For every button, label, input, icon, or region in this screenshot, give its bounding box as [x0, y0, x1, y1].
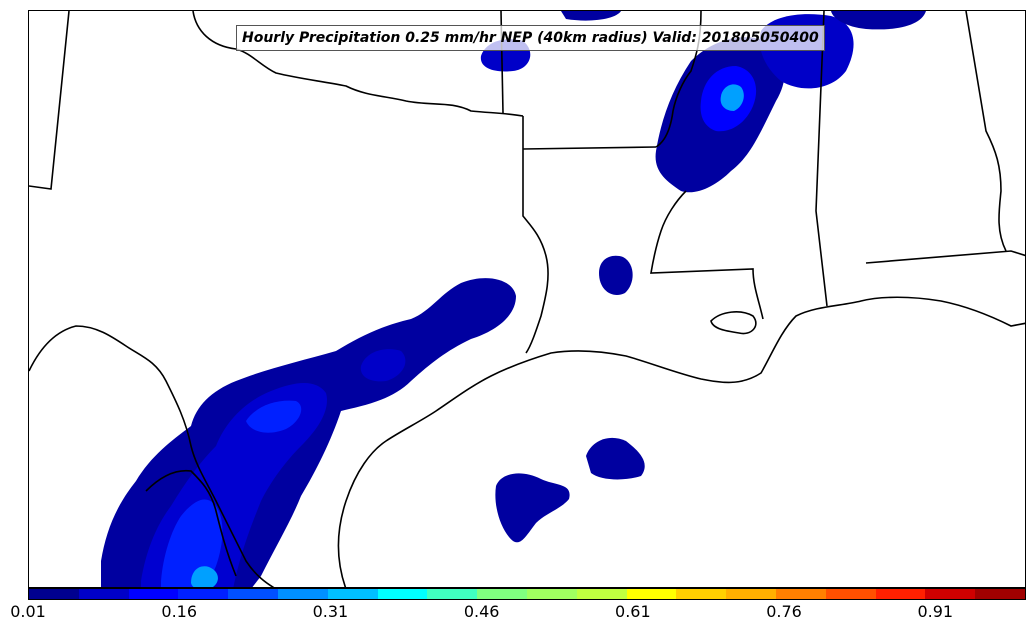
colorbar-swatch — [626, 589, 677, 599]
state-boundary-louisiana-mississippi — [650, 190, 764, 320]
colorbar-swatch — [78, 589, 129, 599]
colorbar-tick-labels: 0.01 0.16 0.31 0.46 0.61 0.76 0.91 — [10, 600, 1026, 630]
precip-area-south-texas-peak — [191, 566, 218, 587]
colorbar-swatch — [377, 589, 428, 599]
colorbar-swatch — [975, 589, 1025, 599]
colorbar-swatch — [576, 589, 627, 599]
colorbar-swatch — [178, 589, 229, 599]
colorbar-swatch — [775, 589, 826, 599]
mississippi-delta-outline — [710, 311, 757, 335]
mexico-border-inner — [145, 469, 237, 577]
colorbar-swatch — [277, 589, 328, 599]
precip-area-top-strip — [561, 11, 926, 30]
precip-area-gulf-cell-2 — [495, 473, 570, 543]
colorbar — [28, 588, 1026, 600]
precip-area-mississippi-peak — [720, 84, 744, 111]
colorbar-tick-label: 0.01 — [10, 602, 46, 621]
precip-area-mid-texas — [246, 400, 302, 433]
map-title: Hourly Precipitation 0.25 mm/hr NEP (40k… — [236, 25, 825, 51]
state-boundary-alabama-georgia — [965, 11, 1007, 252]
colorbar-swatch — [29, 589, 79, 599]
colorbar-swatch — [327, 589, 378, 599]
colorbar-swatch — [676, 589, 727, 599]
state-boundary-alabama-florida — [865, 250, 1025, 264]
gulf-coastline — [337, 296, 1025, 587]
precipitation-areas — [101, 11, 926, 587]
colorbar-tick-label: 0.46 — [463, 602, 500, 621]
colorbar-swatch — [128, 589, 179, 599]
colorbar-swatch — [925, 589, 976, 599]
precip-area-louisiana-cell — [599, 255, 633, 295]
precip-area-south-texas-core — [161, 499, 223, 587]
precip-area-central-blob — [360, 349, 406, 382]
colorbar-swatch — [427, 589, 478, 599]
colorbar-swatch — [228, 589, 278, 599]
colorbar-swatch — [477, 589, 527, 599]
colorbar-swatch — [526, 589, 577, 599]
state-boundary-oklahoma-texas — [192, 11, 524, 117]
state-boundary-mississippi-alabama — [815, 11, 828, 307]
colorbar-swatch — [825, 589, 876, 599]
colorbar-swatch — [726, 589, 776, 599]
state-boundary-arkansas-louisiana — [522, 146, 657, 150]
state-boundary-texas-louisiana — [522, 116, 549, 354]
map-canvas — [29, 11, 1025, 587]
map-panel: Hourly Precipitation 0.25 mm/hr NEP (40k… — [28, 10, 1026, 588]
colorbar-tick-label: 0.61 — [615, 602, 651, 621]
colorbar-tick-label: 0.91 — [917, 602, 954, 621]
state-boundary-west — [29, 11, 70, 190]
mexico-border — [29, 325, 275, 587]
colorbar-swatch — [875, 589, 926, 599]
colorbar-tick-label: 0.76 — [766, 602, 802, 621]
colorbar-tick-label: 0.16 — [161, 602, 198, 621]
precip-area-gulf-cell-1 — [586, 437, 645, 480]
colorbar-tick-label: 0.31 — [312, 602, 349, 621]
boundaries — [29, 11, 1025, 587]
